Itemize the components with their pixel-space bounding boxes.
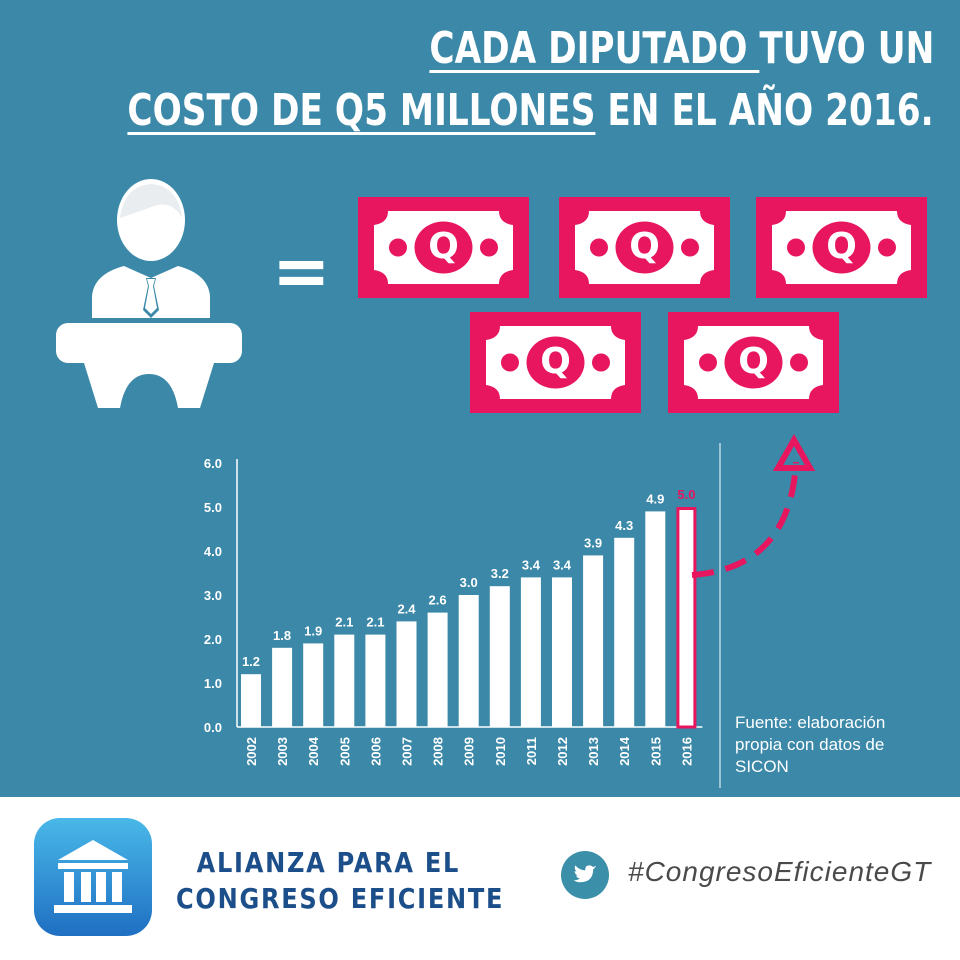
bar: [241, 674, 261, 727]
x-tick-label: 2004: [306, 736, 321, 766]
bar: [614, 537, 635, 727]
headline-line-1-underlined: CADA DIPUTADO: [429, 23, 760, 74]
bar-value-label: 4.3: [615, 518, 633, 533]
headline-line-2-underlined: COSTO DE Q5 MILLONES: [127, 85, 596, 136]
bill-symbol: Q: [629, 226, 660, 267]
y-tick-label: 3.0: [204, 588, 222, 603]
bar-value-label: 1.8: [273, 628, 291, 643]
money-bill: Q: [358, 197, 529, 298]
twitter-bird-icon[interactable]: [561, 851, 609, 899]
deputy-at-podium-icon: [56, 179, 242, 408]
bar-value-label: 3.2: [491, 566, 509, 581]
y-tick-label: 1.0: [204, 676, 222, 691]
money-bill: Q: [559, 197, 730, 298]
organization-name-line-2: CONGRESO EFICIENTE: [176, 882, 505, 915]
x-tick-label: 2011: [524, 737, 539, 765]
organization-name: ALIANZA PARA EL CONGRESO EFICIENTE: [176, 845, 504, 917]
headline-line-2-rest: EN EL AÑO 2016.: [595, 85, 934, 136]
bar-chart: 0.0 1.0 2.0 3.0 4.0 5.0 6.0 1.2 2002 1.8 2003 1.9 20…: [204, 433, 816, 788]
bar-value-label: 2.1: [366, 615, 384, 630]
bar-value-label: 3.9: [584, 535, 602, 550]
x-tick-label: 2008: [431, 737, 446, 766]
x-tick-label: 2006: [368, 737, 383, 766]
bar: [427, 612, 448, 727]
bill-symbol: Q: [540, 341, 571, 382]
money-bill-icon: [772, 211, 911, 284]
bar-value-label: 3.4: [553, 557, 572, 572]
source-note-line: propia con datos de: [735, 735, 885, 754]
x-tick-label: 2003: [275, 737, 290, 766]
x-tick-label: 2009: [462, 737, 477, 766]
x-tick-label: 2015: [648, 737, 663, 766]
bar-highlighted: [676, 507, 697, 729]
bar: [520, 577, 541, 727]
money-bill-icon: [486, 326, 625, 399]
x-tick-label: 2013: [586, 737, 601, 766]
bill-symbol: Q: [738, 341, 769, 382]
bar: [334, 634, 355, 727]
bar: [489, 586, 510, 727]
money-bill: Q: [470, 312, 641, 413]
bar-value-label: 5.0: [677, 487, 695, 502]
money-bill: Q: [668, 312, 839, 413]
y-tick-label: 0.0: [204, 720, 222, 735]
bar: [303, 643, 324, 727]
x-tick-label: 2002: [244, 737, 259, 766]
arrow-head: [772, 433, 816, 471]
bill-symbol: Q: [826, 226, 857, 267]
bar-value-label: 2.1: [335, 615, 353, 630]
bar-value-label: 1.2: [242, 654, 260, 669]
headline-line-1-rest: TUVO UN: [759, 23, 934, 74]
hashtag[interactable]: #CongresoEficienteGT: [628, 856, 932, 887]
y-tick-label: 4.0: [204, 544, 222, 559]
organization-name-line-1: ALIANZA PARA EL: [196, 846, 461, 879]
bar: [645, 511, 666, 727]
headline-line-1: CADA DIPUTADO TUVO UN: [429, 24, 934, 74]
bar-value-label: 4.9: [646, 491, 664, 506]
bar: [396, 621, 417, 727]
money-bill-icon: [374, 211, 513, 284]
dashed-arrow-icon: [691, 461, 799, 578]
footer-panel: [0, 797, 960, 960]
x-tick-label: 2016: [679, 737, 694, 766]
money-bill: Q: [756, 197, 927, 298]
y-tick-label: 6.0: [204, 456, 222, 471]
bar: [458, 595, 479, 727]
money-bill-icon: [575, 211, 714, 284]
bar: [552, 577, 572, 727]
headline-line-2: COSTO DE Q5 MILLONES EN EL AÑO 2016.: [128, 86, 934, 136]
money-bill-icon: [684, 326, 823, 399]
source-note-line: SICON: [735, 757, 789, 776]
x-tick-label: 2010: [493, 737, 508, 766]
bar-value-label: 1.9: [304, 623, 322, 638]
bar: [365, 634, 386, 727]
x-tick-label: 2012: [555, 737, 570, 766]
bar: [583, 555, 604, 727]
congress-building-icon: [34, 818, 152, 936]
x-tick-label: 2014: [617, 736, 632, 766]
x-tick-label: 2007: [400, 737, 415, 766]
source-note-line: Fuente: elaboración: [735, 713, 886, 732]
bar-value-label: 2.4: [397, 601, 416, 616]
bar: [272, 647, 293, 727]
bar-value-label: 3.4: [522, 557, 541, 572]
x-tick-label: 2005: [337, 737, 352, 766]
source-note: Fuente: elaboración propia con datos de …: [735, 712, 935, 778]
equals-sign: =: [272, 230, 331, 312]
y-tick-label: 5.0: [204, 500, 222, 515]
bar-value-label: 2.6: [429, 593, 447, 608]
y-tick-label: 2.0: [204, 632, 222, 647]
bar-value-label: 3.0: [460, 575, 478, 590]
bill-symbol: Q: [428, 226, 459, 267]
